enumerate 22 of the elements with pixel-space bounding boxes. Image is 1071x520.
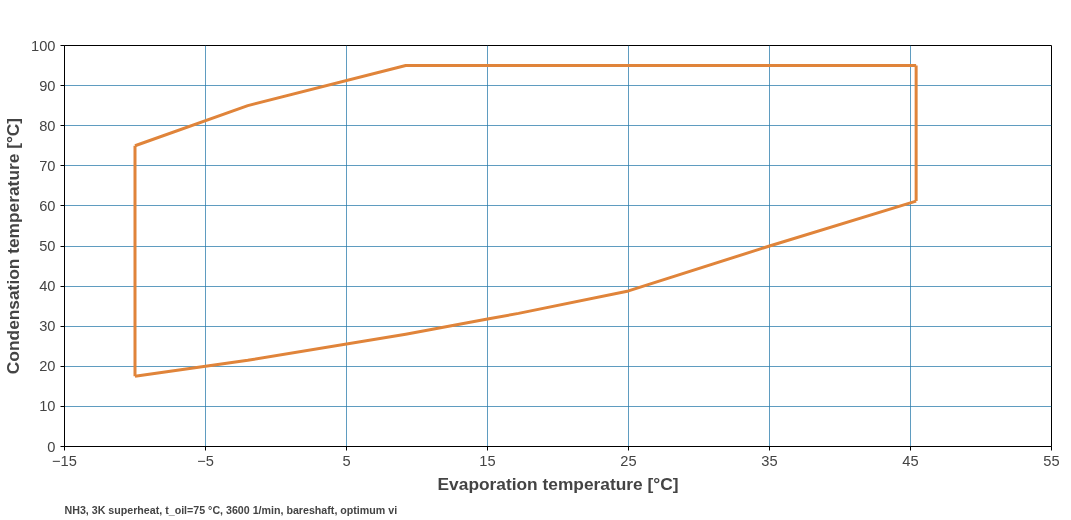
- y-tick-label: 40: [39, 278, 56, 295]
- y-tick-label: 80: [39, 117, 56, 134]
- y-tick-label: 60: [39, 197, 56, 214]
- y-tick-label: 30: [39, 318, 56, 335]
- y-axis-title: Condensation temperature [°C]: [3, 117, 24, 375]
- y-tick-label: 70: [39, 157, 56, 174]
- x-tick-label: −15: [52, 452, 77, 469]
- x-tick-label: −5: [197, 452, 214, 469]
- x-tick-label: 15: [479, 452, 496, 469]
- y-tick-label: 90: [39, 77, 56, 94]
- x-tick-label: 55: [1043, 452, 1060, 469]
- y-tick-label: 100: [31, 37, 56, 54]
- x-tick-label: 35: [761, 452, 778, 469]
- x-tick-label: 25: [620, 452, 637, 469]
- y-tick-label: 10: [39, 398, 56, 415]
- x-axis-title: Evaporation temperature [°C]: [437, 473, 679, 494]
- x-tick-label: 45: [902, 452, 919, 469]
- text: NH3, 3K superheat, t_oil=75 °C, 3600 1/min, bareshaft, optimum vi: [64, 503, 398, 516]
- y-tick-label: 50: [39, 238, 56, 254]
- y-tick-label: 20: [39, 358, 56, 375]
- x-tick-label: 5: [342, 452, 351, 469]
- y-tick-label: 0: [47, 438, 56, 455]
